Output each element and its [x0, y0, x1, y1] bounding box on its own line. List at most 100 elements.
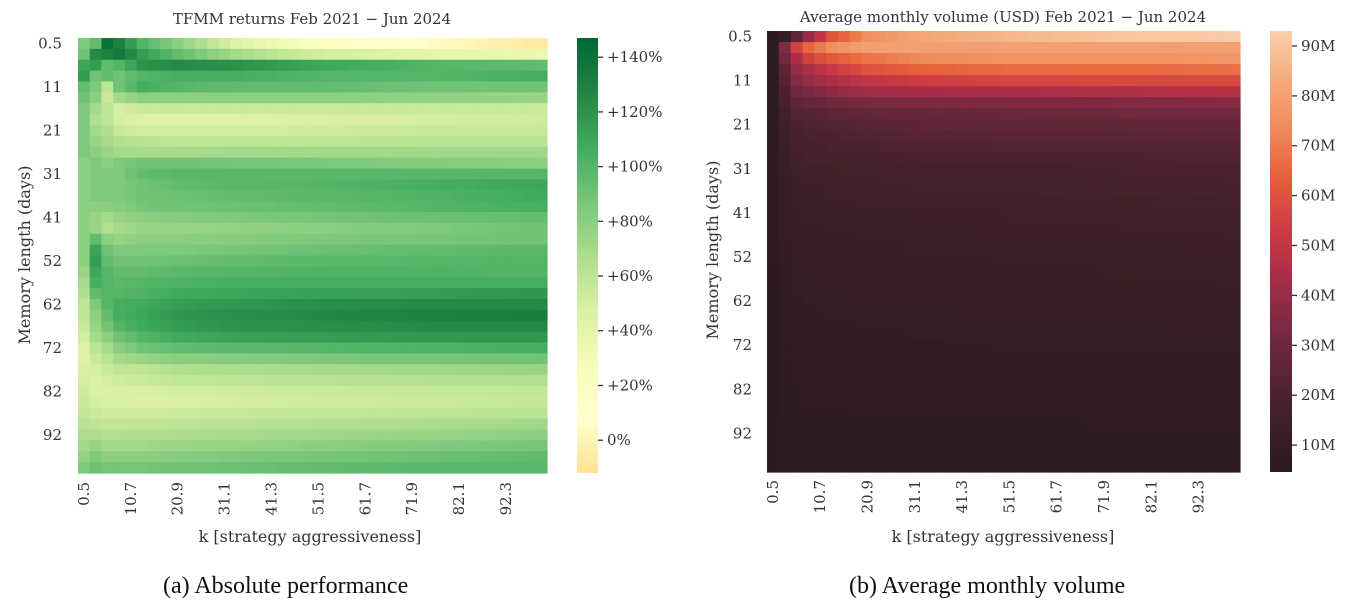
- heatmap-cell: [253, 59, 267, 72]
- heatmap-cell: [1216, 152, 1229, 164]
- heatmap-cell: [382, 212, 396, 224]
- heatmap-cell: [1192, 75, 1206, 87]
- heatmap-cell: [124, 81, 138, 93]
- heatmap-cell: [488, 266, 501, 278]
- heatmap-cell: [1038, 317, 1052, 330]
- heatmap-cell: [873, 119, 886, 131]
- heatmap-cell: [1109, 31, 1123, 43]
- heatmap-cell: [1003, 119, 1016, 131]
- heatmap-cell: [1074, 64, 1087, 76]
- heatmap-cell: [1098, 240, 1111, 253]
- heatmap-cell: [265, 407, 278, 420]
- heatmap-cell: [418, 190, 431, 202]
- heatmap-cell: [1038, 42, 1052, 54]
- heatmap-cell: [1228, 53, 1241, 65]
- heatmap-cell: [1133, 262, 1146, 275]
- heatmap-cell: [335, 201, 349, 213]
- heatmap-cell: [464, 342, 478, 354]
- heatmap-cell: [265, 48, 278, 61]
- heatmap-cell: [920, 383, 934, 396]
- heatmap-cell: [535, 212, 548, 224]
- heatmap-cell: [382, 244, 396, 257]
- heatmap-cell: [1228, 185, 1241, 197]
- heatmap-cell: [897, 339, 910, 352]
- heatmap-cell: [523, 255, 536, 267]
- heatmap-cell: [312, 451, 325, 463]
- heatmap-cell: [1216, 350, 1229, 363]
- heatmap-cell: [991, 229, 1005, 242]
- heatmap-cell: [1050, 449, 1064, 462]
- heatmap-cell: [920, 174, 934, 186]
- heatmap-cell: [171, 70, 185, 83]
- heatmap-cell: [1062, 229, 1076, 242]
- heatmap-cell: [932, 42, 945, 54]
- heatmap-cell: [802, 42, 815, 54]
- heatmap-cell: [814, 405, 827, 418]
- heatmap-cell: [920, 317, 934, 330]
- heatmap-cell: [511, 125, 525, 137]
- heatmap-cell: [78, 320, 91, 333]
- heatmap-cell: [183, 342, 196, 354]
- heatmap-cell: [1216, 229, 1229, 242]
- heatmap-cell: [979, 86, 993, 98]
- heatmap-cell: [802, 97, 815, 109]
- heatmap-cell: [101, 233, 114, 246]
- heatmap-cell: [826, 207, 839, 220]
- heatmap-cell: [183, 81, 196, 93]
- heatmap-cell: [1027, 42, 1040, 54]
- heatmap-cell: [371, 222, 384, 235]
- heatmap-cell: [1015, 64, 1028, 76]
- heatmap-cell: [837, 130, 851, 142]
- heatmap-cell: [920, 196, 934, 209]
- heatmap-cell: [1204, 141, 1217, 153]
- heatmap-cell: [1145, 229, 1158, 242]
- heatmap-cell: [1050, 185, 1064, 197]
- heatmap-cell: [1133, 427, 1146, 440]
- heatmap-cell: [312, 48, 325, 61]
- heatmap-cell: [908, 284, 922, 297]
- heatmap-cell: [932, 273, 945, 286]
- heatmap-cell: [885, 460, 898, 473]
- heatmap-cell: [230, 48, 243, 61]
- heatmap-cell: [124, 222, 138, 235]
- heatmap-cell: [767, 130, 780, 142]
- heatmap-cell: [113, 429, 126, 441]
- heatmap-cell: [1121, 449, 1135, 462]
- heatmap-cell: [511, 135, 525, 148]
- heatmap-cell: [101, 266, 114, 278]
- heatmap-cell: [1003, 306, 1016, 319]
- heatmap-cell: [300, 462, 314, 474]
- heatmap-cell: [979, 229, 993, 242]
- heatmap-cell: [312, 212, 325, 224]
- heatmap-cell: [289, 288, 302, 300]
- heatmap-cell: [908, 427, 922, 440]
- heatmap-cell: [1086, 108, 1099, 120]
- heatmap-cell: [523, 157, 536, 170]
- heatmap-cell: [1157, 449, 1170, 462]
- heatmap-cell: [124, 353, 138, 365]
- heatmap-cell: [790, 361, 804, 374]
- heatmap-cell: [160, 48, 173, 61]
- heatmap-cell: [441, 168, 454, 180]
- heatmap-cell: [1074, 141, 1087, 153]
- heatmap-cell: [324, 266, 337, 278]
- heatmap-cell: [1216, 460, 1229, 473]
- heatmap-cell: [1074, 31, 1087, 43]
- heatmap-cell: [1050, 372, 1064, 385]
- heatmap-cell: [767, 339, 780, 352]
- heatmap-cell: [1038, 273, 1052, 286]
- heatmap-cell: [837, 405, 851, 418]
- heatmap-cell: [511, 320, 525, 333]
- heatmap-cell: [347, 342, 360, 354]
- heatmap-cell: [136, 233, 149, 246]
- heatmap-cell: [1074, 108, 1087, 120]
- heatmap-cell: [124, 320, 138, 333]
- heatmap-cell: [78, 146, 91, 159]
- heatmap-cell: [476, 277, 489, 289]
- heatmap-cell: [183, 266, 196, 278]
- heatmap-cell: [1086, 185, 1099, 197]
- heatmap-cell: [101, 81, 114, 93]
- heatmap-cell: [920, 86, 934, 98]
- heatmap-cell: [1169, 438, 1182, 451]
- heatmap-cell: [837, 438, 851, 451]
